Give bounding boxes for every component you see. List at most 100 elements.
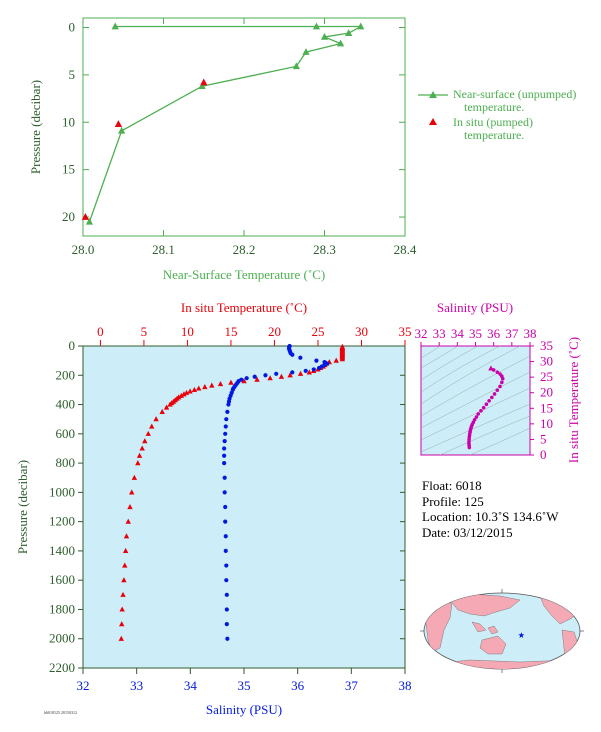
- temperature-point: [123, 533, 130, 539]
- ts-point: [495, 370, 500, 374]
- ts-sal-tick-label: 36: [487, 326, 501, 341]
- salinity-point: [224, 417, 229, 422]
- temperature-point: [183, 389, 190, 395]
- sal-tick-label: 32: [77, 678, 90, 693]
- ts-salinity-label: Salinity (PSU): [437, 300, 513, 315]
- salinity-point: [226, 402, 231, 407]
- y-tick-label: 10: [62, 114, 75, 129]
- ts-sal-tick-label: 32: [415, 326, 428, 341]
- near-surface-plot-area: [82, 17, 406, 237]
- pressure-tick-label: 1400: [49, 543, 75, 558]
- ts-point: [498, 384, 502, 389]
- salinity-point: [290, 370, 295, 375]
- temperature-point: [131, 474, 138, 480]
- temp-tick-label: 15: [224, 324, 237, 339]
- y-tick-label: 5: [69, 67, 76, 82]
- salinity-point: [317, 365, 322, 371]
- footer-stamp: h6018125 20150312: [44, 710, 77, 715]
- legend-label-pumped-2: temperature.: [464, 128, 524, 142]
- salinity-point: [222, 490, 227, 495]
- ts-temperature-label: In situ Temperature (˚C): [566, 337, 581, 463]
- pumped-temperature-point: [114, 120, 123, 127]
- temperature-axis-label: In situ Temperature (˚C): [181, 300, 307, 315]
- salinity-point: [290, 352, 295, 357]
- pressure-tick-label: 2000: [49, 631, 75, 646]
- temperature-point: [149, 423, 155, 429]
- temperature-point: [145, 430, 151, 436]
- pumped-temperature-point: [200, 78, 208, 86]
- profile-date: Date: 03/12/2015: [422, 525, 513, 540]
- ts-temp-tick-label: 10: [540, 416, 553, 431]
- temperature-point: [181, 391, 187, 397]
- pressure-tick-label: 200: [56, 367, 76, 382]
- temp-tick-label: 30: [355, 324, 368, 339]
- ts-point: [472, 418, 477, 422]
- temperature-point: [196, 385, 202, 391]
- temperature-point: [125, 518, 131, 524]
- temperature-point: [254, 376, 260, 382]
- unpumped-temperature-point: [292, 62, 300, 70]
- temperature-point: [163, 404, 170, 410]
- temperature-point: [153, 416, 159, 422]
- temperature-point: [118, 635, 124, 641]
- near-surface-legend: Near-surface (unpumped) temperature. In …: [418, 87, 576, 142]
- salinity-point: [303, 368, 308, 373]
- temp-tick-label: 0: [97, 324, 104, 339]
- temperature-point: [139, 445, 145, 451]
- ts-temp-tick-label: 20: [540, 385, 553, 400]
- sal-tick-label: 34: [184, 678, 198, 693]
- temperature-point: [167, 401, 173, 407]
- unpumped-temperature-point: [312, 22, 321, 30]
- unpumped-temperature-point: [345, 29, 353, 36]
- legend-label-pumped-1: In situ (pumped): [453, 115, 533, 129]
- temperature-axis-ticks: 0 5 10 15 20 25 30 35: [97, 324, 412, 346]
- salinity-point: [222, 460, 227, 466]
- temperature-point: [217, 381, 224, 387]
- ts-sal-tick-label: 34: [451, 326, 465, 341]
- legend-label-unpumped-2: temperature.: [464, 100, 524, 114]
- star-icon: [518, 632, 525, 638]
- ts-surface-point: [488, 365, 494, 371]
- temperature-point: [241, 378, 247, 384]
- x-tick-label: 28.4: [394, 242, 417, 257]
- salinity-axis-ticks: 32 33 34 35 36 37 38: [77, 668, 412, 693]
- x-tick-label: 28.2: [233, 242, 256, 257]
- map-graticule-ticks: [420, 589, 584, 673]
- float-id: Float: 6018: [422, 478, 482, 493]
- ts-temp-tick-label: 0: [540, 447, 547, 462]
- profile-number: Profile: 125: [422, 494, 484, 509]
- salinity-point: [223, 504, 228, 510]
- ts-point: [481, 405, 486, 410]
- temperature-point: [178, 392, 185, 398]
- ts-sal-tick-label: 35: [469, 326, 482, 341]
- temperature-point: [119, 621, 125, 627]
- salinity-point: [223, 534, 228, 539]
- temperature-point: [202, 383, 208, 390]
- temperature-profile: [118, 343, 346, 641]
- sal-tick-label: 36: [291, 678, 305, 693]
- ts-plot-area: [420, 345, 531, 456]
- sal-tick-label: 35: [238, 678, 251, 693]
- ts-temp-tick-label: 35: [540, 338, 553, 353]
- unpumped-temperature-point: [118, 126, 126, 134]
- temperature-point: [122, 562, 128, 568]
- salinity-point: [222, 439, 227, 444]
- ts-point: [492, 392, 497, 396]
- legend-triangle-pumped: [429, 118, 437, 125]
- ts-point: [474, 415, 479, 419]
- float-location: Location: 10.3˚S 134.6˚W: [422, 509, 559, 524]
- salinity-point: [223, 431, 228, 436]
- salinity-point: [222, 446, 227, 451]
- pressure-tick-label: 2200: [49, 660, 75, 675]
- pressure-tick-label: 800: [56, 455, 76, 470]
- profile-plot-area: [82, 345, 406, 669]
- temperature-point: [191, 386, 198, 393]
- ts-point: [490, 395, 494, 400]
- salinity-point: [223, 519, 228, 524]
- ts-point: [495, 388, 500, 393]
- temperature-point: [297, 370, 304, 376]
- temperature-point: [187, 388, 193, 394]
- near-surface-x-ticks: 28.0 28.1 28.2 28.3 28.4: [72, 18, 417, 257]
